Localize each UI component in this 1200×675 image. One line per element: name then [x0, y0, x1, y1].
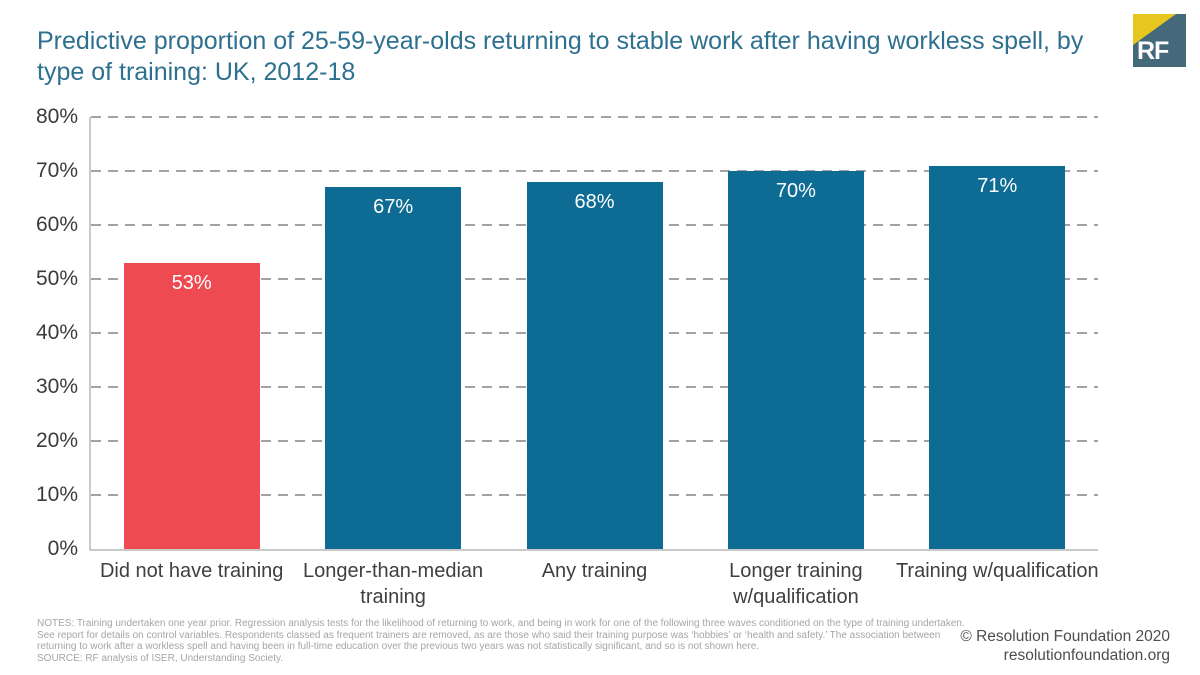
x-axis-labels: Did not have training Longer-than-median … — [91, 558, 1099, 618]
y-tick-label-10%: 10% — [35, 483, 78, 506]
y-axis-labels: 0% 10% 20% 30% 40% 50% 60% 70% 80% — [0, 105, 78, 560]
chart-title-line-2: type of training: UK, 2012-18 — [37, 58, 356, 86]
notes-line-4: SOURCE: RF analysis of ISER, Understandi… — [37, 652, 284, 664]
website-text: resolutionfoundation.org — [1003, 647, 1170, 664]
bar-1: 53% — [123, 262, 260, 549]
bar-4: 70% — [727, 171, 864, 549]
gridline-70% — [91, 170, 1098, 172]
y-tick-label-70%: 70% — [35, 159, 78, 182]
y-tick-label-60%: 60% — [35, 213, 78, 236]
notes-line-2: See report for details on control variab… — [37, 629, 941, 641]
x-axis-line — [89, 549, 1098, 551]
gridline-80% — [91, 116, 1098, 118]
bar-value-label: 68% — [574, 190, 615, 213]
bar-3: 68% — [526, 181, 663, 549]
y-tick-label-40%: 40% — [35, 321, 78, 344]
footer-credit: © Resolution Foundation 2020 resolutionf… — [960, 627, 1170, 665]
rf-logo-graphic — [1133, 14, 1186, 67]
x-category-label: Any training — [541, 560, 648, 582]
x-category-label: Longer training w/qualification — [729, 560, 863, 608]
bar-2: 67% — [325, 187, 462, 549]
copyright-text: © Resolution Foundation 2020 — [960, 628, 1170, 645]
y-axis-line — [89, 117, 91, 551]
y-tick-label-30%: 30% — [35, 375, 78, 398]
y-tick-label-50%: 50% — [35, 267, 78, 290]
plot-area: 53% 67% 68% 70% 71% — [89, 116, 1098, 551]
y-tick-label-0%: 0% — [47, 537, 78, 560]
bar-value-label: 70% — [775, 180, 816, 202]
x-category-label: Training w/qualification — [895, 560, 1099, 582]
notes: NOTES: Training undertaken one year prio… — [37, 618, 965, 664]
rf-logo-text: RF — [1137, 37, 1169, 65]
chart-title: Predictive proportion of 25-59-year-olds… — [37, 26, 1083, 88]
bar-5: 71% — [929, 165, 1066, 549]
bar-value-label: 71% — [977, 174, 1018, 197]
x-category-label: Longer-than-median training — [303, 560, 484, 608]
y-tick-label-20%: 20% — [35, 429, 78, 452]
bar-value-label: 53% — [171, 271, 212, 294]
rf-logo: RF — [1133, 14, 1186, 67]
y-tick-label-80%: 80% — [35, 105, 78, 128]
bar-value-label: 67% — [373, 196, 414, 219]
x-category-label: Did not have training — [99, 560, 284, 582]
notes-line-3: returning to work after a workless spell… — [37, 641, 760, 652]
chart-title-line-1: Predictive proportion of 25-59-year-olds… — [37, 27, 1084, 55]
notes-line-1: NOTES: Training undertaken one year prio… — [37, 618, 965, 629]
